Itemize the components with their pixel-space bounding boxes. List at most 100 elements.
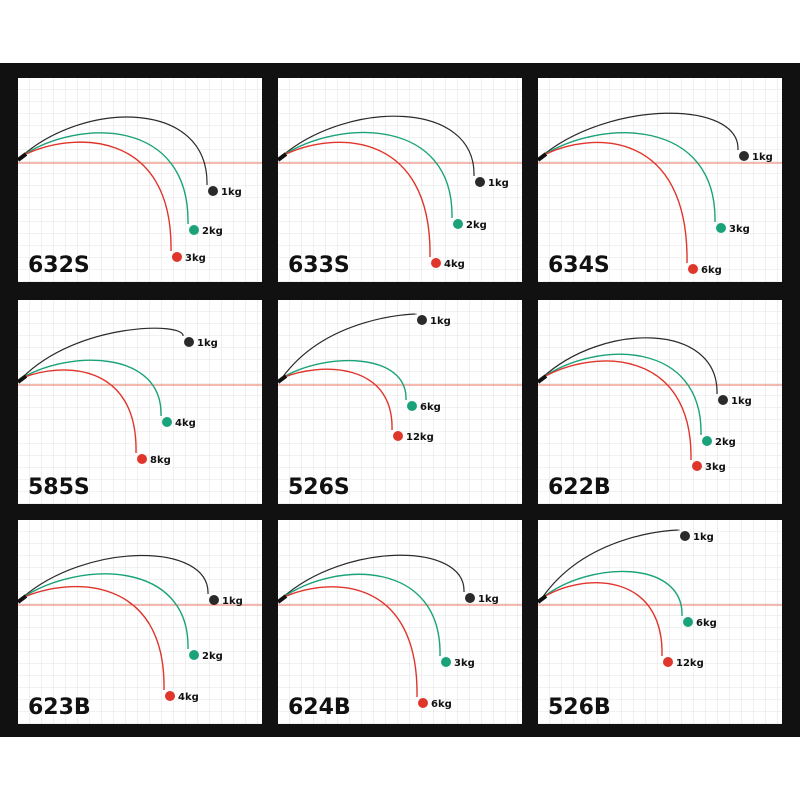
rod-curve — [281, 554, 465, 599]
load-label: 4kg — [178, 692, 199, 703]
load-label: 12kg — [406, 432, 434, 443]
load-dot — [475, 177, 485, 187]
grid — [538, 300, 782, 504]
model-label: 526S — [288, 475, 350, 500]
model-label: 632S — [28, 253, 90, 278]
rod-curve — [21, 132, 189, 225]
rod-butt — [16, 152, 28, 162]
load-label: 1kg — [222, 596, 243, 607]
rod-curve — [541, 353, 702, 436]
rod-curve — [21, 116, 208, 186]
rod-curve — [281, 586, 418, 698]
load-label: 1kg — [731, 396, 752, 407]
model-label: 585S — [28, 475, 90, 500]
load-dot — [683, 617, 693, 627]
load-dot — [663, 657, 673, 667]
rod-curve — [541, 112, 739, 157]
panel: 1kg 2kg 3kg 632S — [16, 78, 262, 282]
load-label: 2kg — [715, 437, 736, 448]
load-label: 1kg — [478, 594, 499, 605]
grid — [538, 78, 782, 282]
rod-curve — [21, 327, 184, 379]
grid — [278, 78, 522, 282]
load-dot — [716, 223, 726, 233]
load-label: 4kg — [444, 259, 465, 270]
rod-butt — [536, 152, 548, 162]
load-dot — [465, 593, 475, 603]
model-label: 526B — [548, 695, 611, 720]
load-dot — [441, 657, 451, 667]
load-label: 1kg — [221, 187, 242, 198]
load-dot — [739, 151, 749, 161]
load-label: 3kg — [729, 224, 750, 235]
load-dot — [209, 595, 219, 605]
load-label: 12kg — [676, 658, 704, 669]
load-label: 3kg — [705, 462, 726, 473]
rod-curve — [21, 369, 137, 454]
panel: 1kg 2kg 3kg 622B — [536, 300, 782, 504]
rod-curve — [21, 554, 209, 599]
model-label: 624B — [288, 695, 351, 720]
load-label: 6kg — [696, 618, 717, 629]
load-dot — [680, 531, 690, 541]
grid — [18, 300, 262, 504]
load-label: 2kg — [202, 651, 223, 662]
model-label: 623B — [28, 695, 91, 720]
load-dot — [688, 264, 698, 274]
model-label: 622B — [548, 475, 611, 500]
load-dot — [702, 436, 712, 446]
load-label: 3kg — [454, 658, 475, 669]
model-label: 634S — [548, 253, 610, 278]
panel: 1kg 6kg 12kg 526B — [536, 520, 782, 724]
rod-curve — [281, 115, 475, 177]
load-dot — [208, 186, 218, 196]
load-dot — [172, 252, 182, 262]
load-dot — [189, 225, 199, 235]
load-label: 6kg — [431, 699, 452, 710]
model-label: 633S — [288, 253, 350, 278]
load-label: 8kg — [150, 455, 171, 466]
rod-butt — [16, 594, 28, 604]
rod-curve — [281, 368, 393, 431]
load-dot — [137, 454, 147, 464]
rod-curve — [541, 360, 692, 461]
panel: 1kg 2kg 4kg 633S — [276, 78, 522, 282]
rod-curve — [541, 529, 680, 599]
panel: 1kg 6kg 12kg 526S — [276, 300, 522, 504]
load-label: 4kg — [175, 418, 196, 429]
load-dot — [417, 315, 427, 325]
load-label: 2kg — [466, 220, 487, 231]
load-dot — [453, 219, 463, 229]
load-label: 1kg — [752, 152, 773, 163]
rod-butt — [16, 374, 28, 384]
rod-curve — [281, 359, 407, 401]
rod-butt — [276, 152, 288, 162]
load-label: 6kg — [420, 402, 441, 413]
rod-butt — [536, 594, 548, 604]
grid — [278, 300, 522, 504]
rod-curve — [281, 131, 453, 219]
rod-curve — [541, 582, 663, 657]
rod-curve — [21, 359, 162, 417]
grid — [18, 78, 262, 282]
panel: 1kg 4kg 8kg 585S — [16, 300, 262, 504]
grid — [18, 520, 262, 724]
load-dot — [418, 698, 428, 708]
rod-curve — [541, 337, 718, 395]
rod-curve — [541, 141, 688, 264]
panel: 1kg 3kg 6kg 624B — [276, 520, 522, 724]
rod-curve — [281, 141, 431, 258]
load-label: 1kg — [693, 532, 714, 543]
load-label: 1kg — [197, 338, 218, 349]
load-dot — [407, 401, 417, 411]
load-label: 1kg — [488, 178, 509, 189]
panel: 1kg 2kg 4kg 623B — [16, 520, 262, 724]
load-dot — [718, 395, 728, 405]
load-dot — [162, 417, 172, 427]
rod-curve — [541, 570, 683, 617]
load-dot — [184, 337, 194, 347]
load-label: 1kg — [430, 316, 451, 327]
load-dot — [692, 461, 702, 471]
load-label: 3kg — [185, 253, 206, 264]
